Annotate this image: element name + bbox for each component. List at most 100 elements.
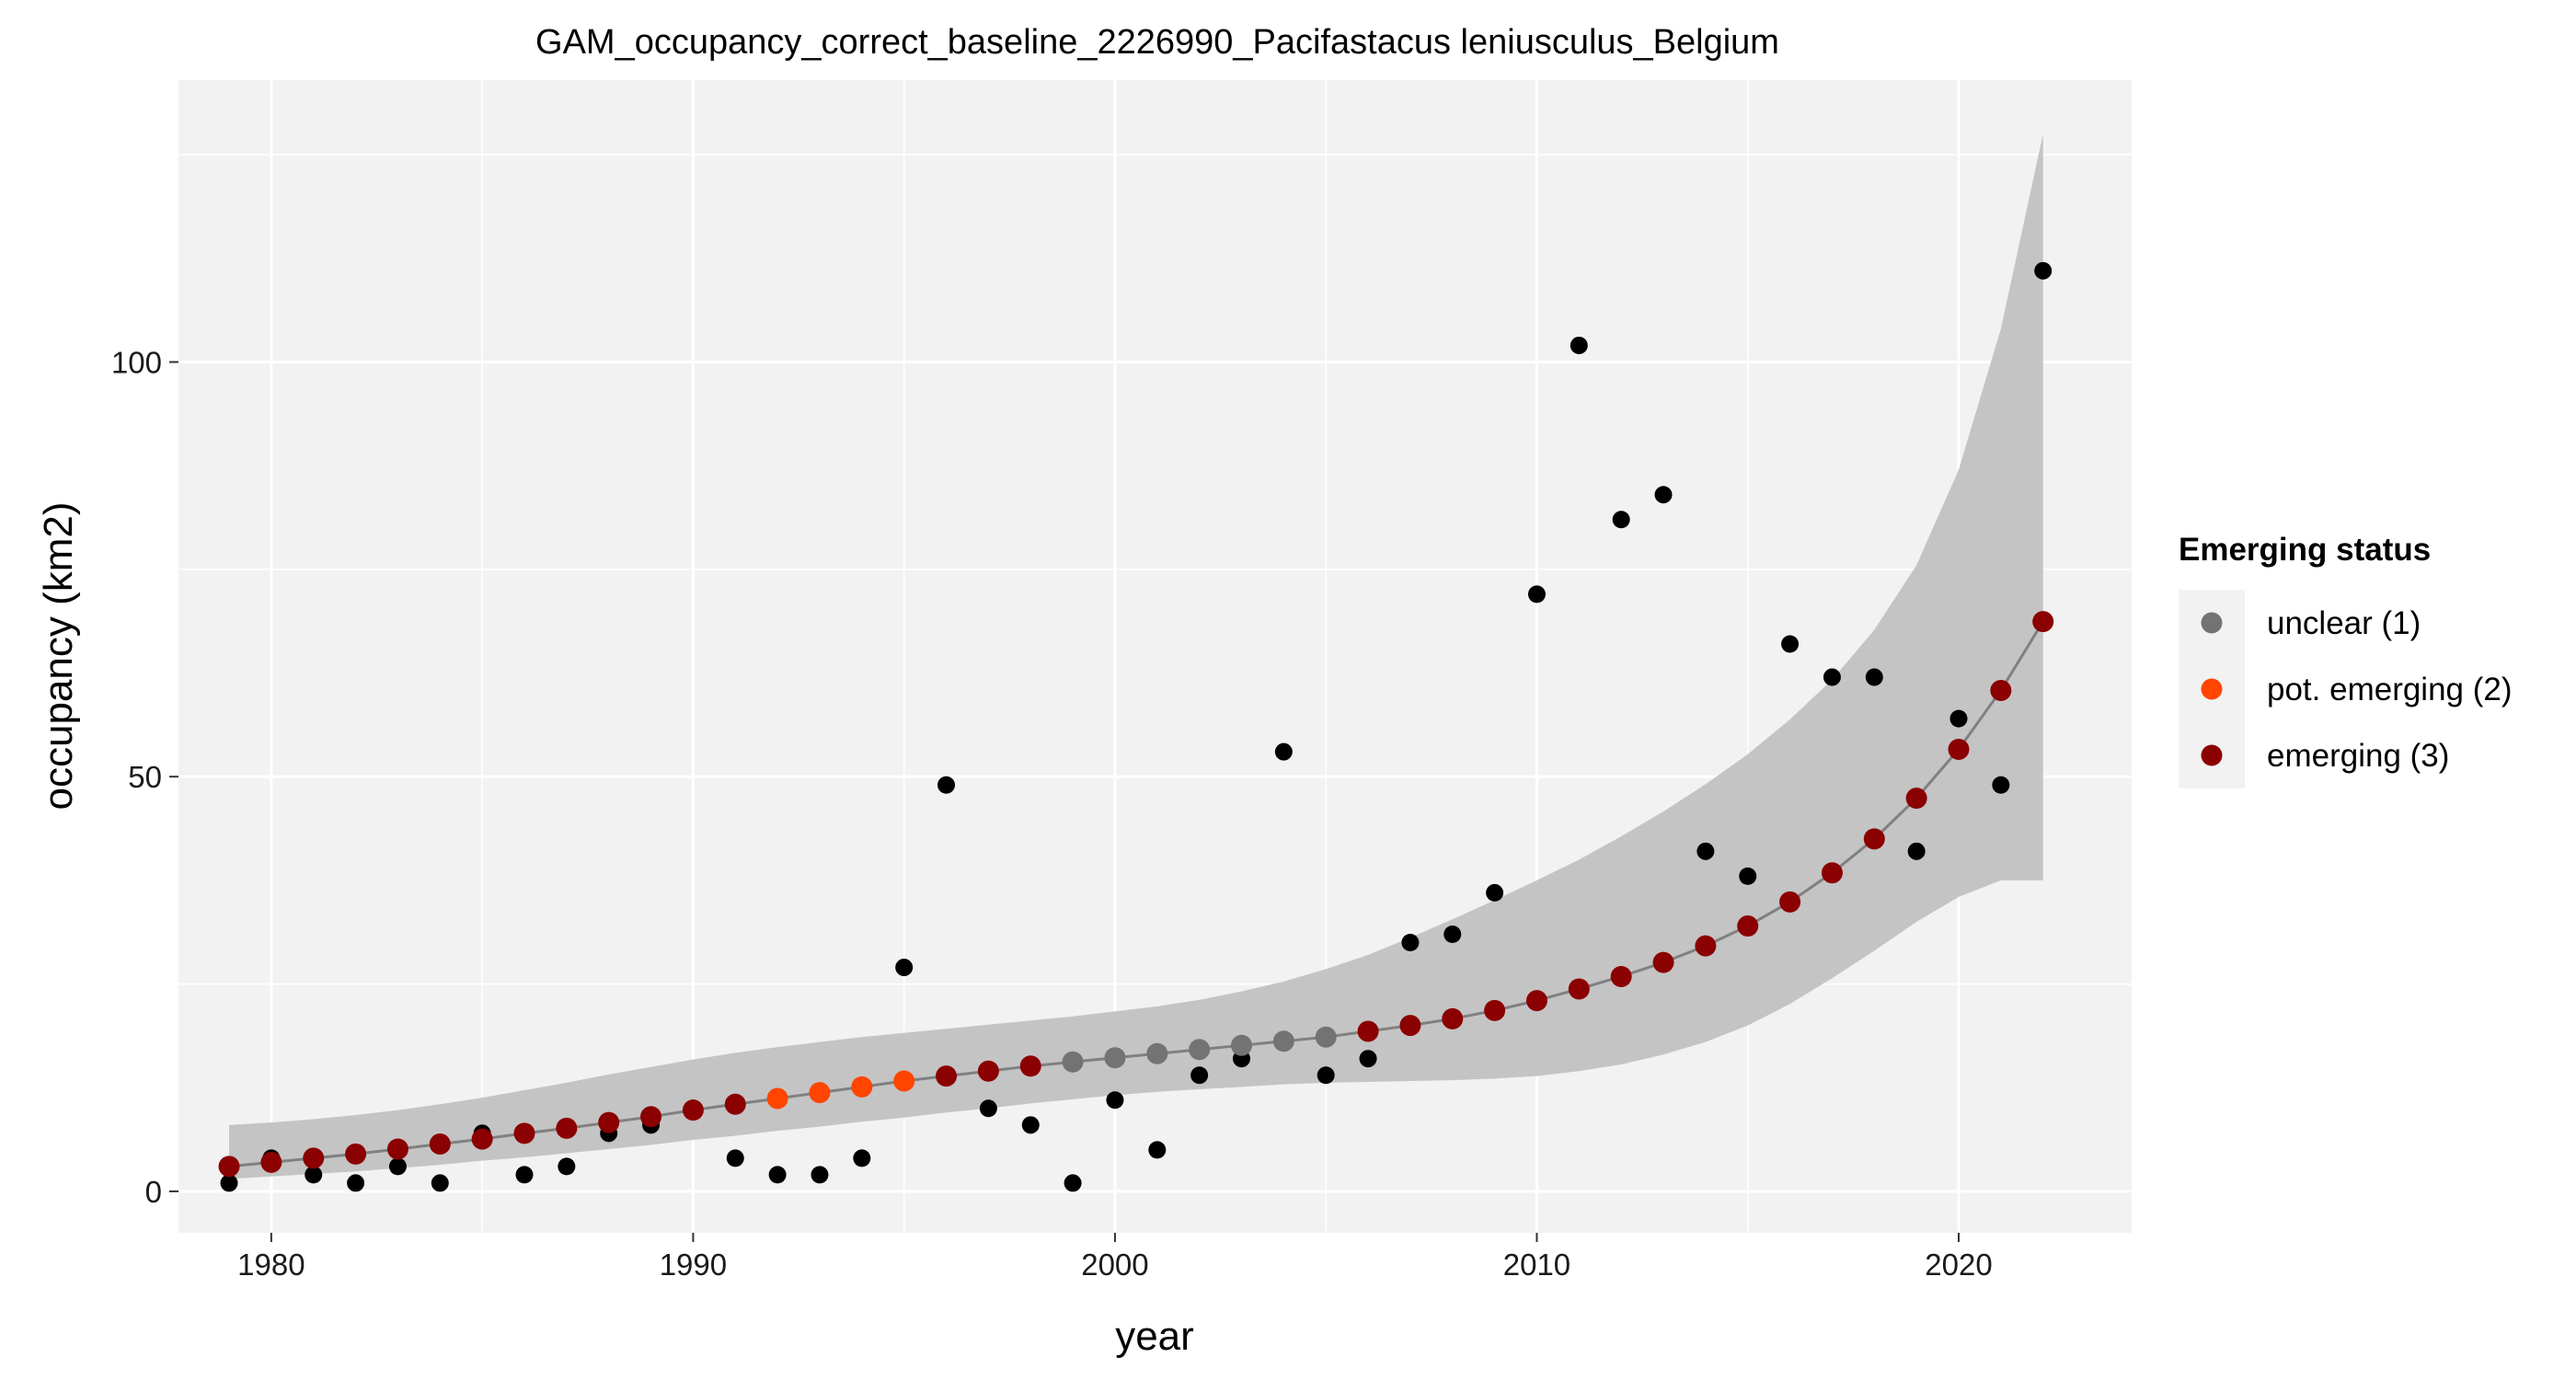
status-point: [386, 1138, 408, 1160]
observed-point: [2034, 261, 2053, 280]
observed-point: [1359, 1050, 1377, 1068]
status-point: [1525, 990, 1547, 1012]
status-point: [1905, 788, 1927, 810]
status-point: [1610, 965, 1632, 987]
legend-key-point: [2201, 678, 2223, 700]
y-tick-label: 100: [111, 345, 162, 379]
legend-keys: [2179, 590, 2245, 788]
status-point: [1062, 1051, 1084, 1073]
observed-point: [1064, 1174, 1082, 1192]
observed-point: [1865, 668, 1883, 686]
y-tick-label: 0: [145, 1175, 162, 1209]
x-tick-label: 2000: [1081, 1248, 1148, 1282]
status-point: [1990, 679, 2012, 701]
confidence-band: [229, 133, 2043, 1179]
observed-point: [1274, 742, 1293, 761]
status-point: [766, 1087, 788, 1110]
observed-point: [1823, 668, 1841, 686]
observed-point: [1907, 842, 1926, 860]
observed-point: [1190, 1066, 1209, 1085]
status-point: [1442, 1007, 1464, 1029]
status-point: [1779, 891, 1801, 913]
legend-label-unclear: unclear (1): [2267, 605, 2421, 641]
status-point: [429, 1133, 451, 1156]
observed-point: [1781, 635, 1800, 653]
status-point: [513, 1122, 535, 1144]
status-point: [1863, 828, 1885, 850]
status-point: [893, 1070, 915, 1092]
status-point: [598, 1111, 620, 1133]
status-point: [809, 1082, 831, 1104]
legend-label-emerging: emerging (3): [2267, 738, 2449, 774]
observed-point: [1527, 585, 1546, 604]
observed-point: [515, 1166, 534, 1184]
legend-key-point: [2201, 612, 2223, 634]
x-tick-label: 1980: [237, 1248, 305, 1282]
observed-point: [853, 1149, 871, 1167]
status-point: [851, 1075, 873, 1098]
observed-point: [558, 1157, 576, 1176]
observed-point: [431, 1174, 449, 1192]
x-tick-label: 1990: [660, 1248, 727, 1282]
x-axis-title: year: [1115, 1314, 1194, 1359]
status-point: [1019, 1055, 1041, 1077]
observed-point: [1739, 867, 1757, 885]
observed-point: [1148, 1141, 1167, 1159]
status-point: [1189, 1039, 1211, 1061]
legend-label-pot-emerging: pot. emerging (2): [2267, 672, 2513, 707]
status-point: [1230, 1034, 1252, 1056]
observed-point: [895, 959, 914, 977]
status-points-layer: [218, 611, 2054, 1178]
status-point: [1272, 1030, 1294, 1052]
observed-point: [1654, 486, 1673, 504]
observed-point: [1443, 925, 1462, 943]
observed-point: [726, 1149, 744, 1167]
y-axis-title: occupancy (km2): [36, 501, 81, 810]
observed-point: [1696, 842, 1715, 860]
status-point: [1568, 978, 1590, 1000]
status-point: [260, 1151, 282, 1173]
x-tick-label: 2020: [1925, 1248, 1992, 1282]
observed-point: [347, 1174, 365, 1192]
observed-point: [1992, 776, 2010, 794]
status-point: [345, 1143, 367, 1165]
y-axis: 0 50 100: [111, 345, 178, 1209]
observed-point: [388, 1157, 407, 1176]
status-point: [1948, 738, 1970, 760]
observed-point: [1317, 1066, 1335, 1085]
status-point: [1315, 1026, 1337, 1048]
status-point: [1737, 914, 1759, 937]
status-point: [1484, 999, 1506, 1021]
status-point: [218, 1156, 240, 1178]
observed-point: [937, 776, 956, 794]
status-point: [1146, 1042, 1168, 1064]
chart-title: GAM_occupancy_correct_baseline_2226990_P…: [535, 23, 1779, 62]
status-point: [640, 1106, 662, 1128]
observed-point: [1021, 1116, 1040, 1134]
status-point: [1695, 935, 1717, 957]
status-point: [303, 1147, 325, 1169]
x-tick-label: 2010: [1503, 1248, 1570, 1282]
legend-title: Emerging status: [2179, 532, 2431, 568]
confidence-band-layer: [229, 133, 2043, 1179]
x-axis: 1980 1990 2000 2010 2020: [237, 1233, 1993, 1282]
observed-point: [1106, 1091, 1124, 1110]
status-point: [1104, 1047, 1126, 1069]
observed-point: [1570, 336, 1588, 354]
status-point: [936, 1065, 958, 1087]
observed-point: [220, 1174, 238, 1192]
observed-point: [305, 1166, 323, 1184]
status-point: [2032, 611, 2054, 633]
observed-point: [979, 1099, 997, 1118]
status-point: [1399, 1015, 1421, 1037]
status-point: [1821, 862, 1843, 884]
observed-point: [1949, 709, 1968, 728]
observed-point: [1612, 511, 1630, 529]
legend: Emerging status unclear (1) pot. emergin…: [2179, 532, 2513, 788]
observed-point: [1486, 883, 1504, 902]
observed-point: [1401, 933, 1420, 951]
y-tick-label: 50: [128, 760, 162, 794]
status-point: [556, 1117, 578, 1139]
status-point: [1357, 1020, 1379, 1042]
